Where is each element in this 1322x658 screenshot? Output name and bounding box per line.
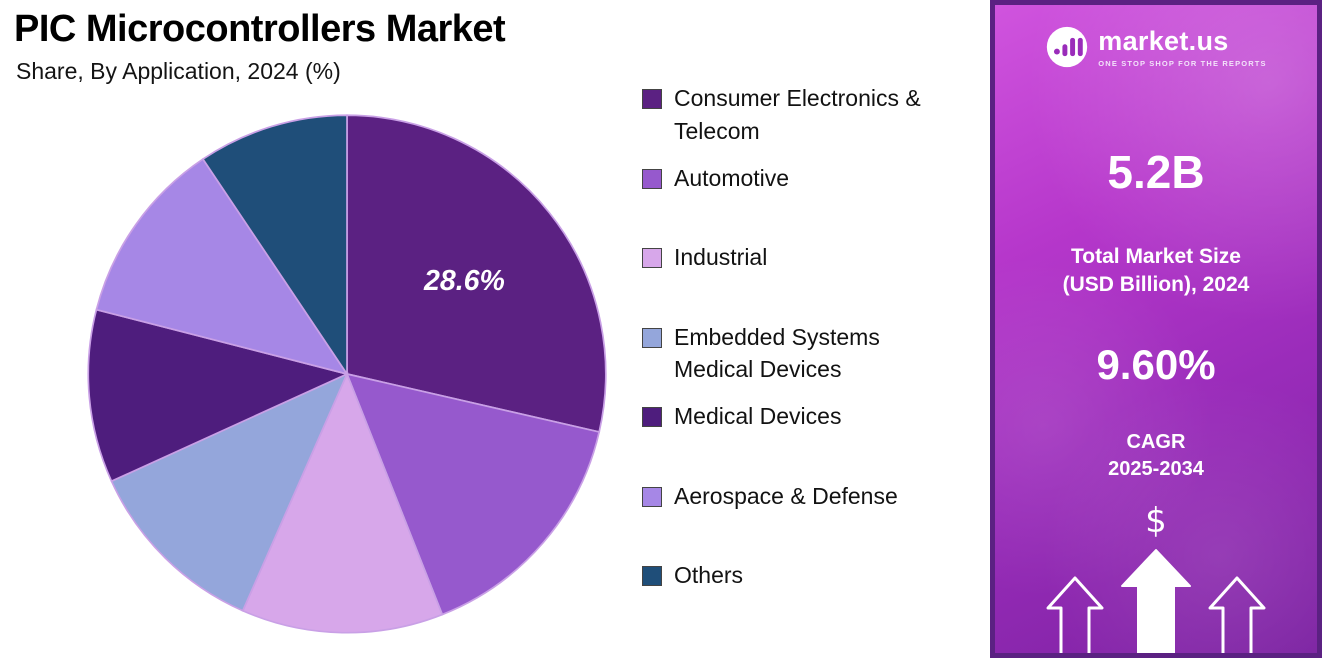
legend-swatch [642, 168, 662, 189]
growth-arrows [995, 548, 1317, 653]
legend-label: Industrial [674, 244, 768, 270]
pie-slice-5 [95, 157, 349, 376]
market-size-value: 5.2B [1107, 146, 1205, 198]
legend-item-automotive: Automotive [642, 162, 987, 242]
page-title: PIC Microcontrollers Market [14, 8, 506, 50]
chart-legend: Consumer Electronics & Telecom Automotiv… [642, 82, 987, 639]
legend-swatch [642, 566, 662, 586]
legend-item-embedded-systems: Embedded Systems Medical Devices [642, 321, 987, 401]
legend-item-medical-devices: Medical Devices [642, 400, 987, 480]
legend-swatch [642, 248, 662, 268]
brand-sidebar-background: market.us ONE STOP SHOP FOR THE REPORTS … [995, 5, 1317, 653]
legend-item-consumer-electronics: Consumer Electronics & Telecom [642, 82, 987, 162]
legend-item-industrial: Industrial [642, 241, 987, 321]
legend-swatch [642, 89, 662, 109]
legend-label: Medical Devices [674, 403, 842, 429]
pie-slice-4 [87, 308, 350, 483]
legend-label: Consumer Electronics & Telecom [674, 85, 921, 144]
legend-swatch [642, 327, 662, 348]
pie-slice-6 [201, 114, 348, 377]
legend-label: Aerospace & Defense [674, 482, 898, 509]
legend-swatch [642, 407, 662, 427]
market-us-logo-icon [1047, 26, 1088, 68]
market-us-logo-text: market.us ONE STOP SHOP FOR THE REPORTS [1098, 26, 1266, 68]
brand-name: market.us [1098, 26, 1229, 56]
pie-chart: 28.6% [87, 114, 607, 634]
cagr-value: 9.60% [1096, 341, 1216, 388]
market-us-logo: market.us ONE STOP SHOP FOR THE REPORTS [995, 25, 1317, 69]
legend-label: Embedded Systems Medical Devices [674, 323, 880, 383]
cagr-label: CAGR 2025-2034 [1108, 431, 1204, 480]
chart-area: PIC Microcontrollers Market Share, By Ap… [14, 8, 987, 639]
brand-tagline: ONE STOP SHOP FOR THE REPORTS [1098, 59, 1267, 68]
up-arrow-icon [1121, 549, 1191, 653]
pie-slice-3 [110, 372, 349, 612]
pie-chart-container: 28.6% [83, 110, 611, 638]
page-subtitle: Share, By Application, 2024 (%) [16, 58, 341, 84]
legend-swatch [642, 486, 662, 507]
pie-data-label: 28.6% [423, 265, 505, 297]
pie-slice-2 [241, 371, 444, 634]
up-arrow-icon [1046, 576, 1104, 653]
brand-sidebar: market.us ONE STOP SHOP FOR THE REPORTS … [990, 0, 1322, 658]
legend-item-aerospace-defense: Aerospace & Defense [642, 480, 987, 560]
pie-slice-0 [346, 114, 607, 433]
market-size-label: Total Market Size (USD Billion), 2024 [1062, 245, 1250, 297]
legend-label: Others [674, 562, 744, 588]
pie-slice-1 [345, 372, 601, 616]
legend-item-others: Others [642, 559, 987, 639]
up-arrow-icon [1208, 576, 1266, 653]
legend-label: Automotive [674, 164, 790, 191]
dollar-icon: $ [1145, 501, 1167, 541]
